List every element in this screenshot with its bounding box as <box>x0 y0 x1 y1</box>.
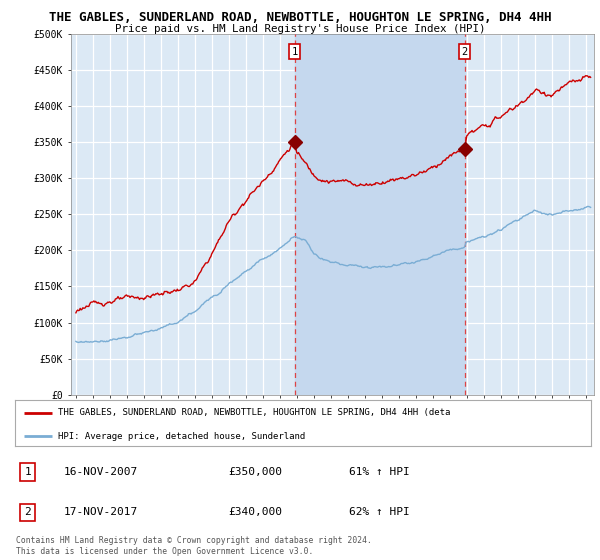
Text: 2: 2 <box>24 507 31 517</box>
Text: 1: 1 <box>292 46 298 57</box>
Text: Price paid vs. HM Land Registry's House Price Index (HPI): Price paid vs. HM Land Registry's House … <box>115 24 485 34</box>
Text: 62% ↑ HPI: 62% ↑ HPI <box>349 507 410 517</box>
Text: THE GABLES, SUNDERLAND ROAD, NEWBOTTLE, HOUGHTON LE SPRING, DH4 4HH (deta: THE GABLES, SUNDERLAND ROAD, NEWBOTTLE, … <box>58 408 451 417</box>
Text: THE GABLES, SUNDERLAND ROAD, NEWBOTTLE, HOUGHTON LE SPRING, DH4 4HH: THE GABLES, SUNDERLAND ROAD, NEWBOTTLE, … <box>49 11 551 24</box>
Text: 16-NOV-2007: 16-NOV-2007 <box>64 467 138 477</box>
Text: 17-NOV-2017: 17-NOV-2017 <box>64 507 138 517</box>
Text: HPI: Average price, detached house, Sunderland: HPI: Average price, detached house, Sund… <box>58 432 305 441</box>
Text: £350,000: £350,000 <box>228 467 282 477</box>
Text: £340,000: £340,000 <box>228 507 282 517</box>
Text: 61% ↑ HPI: 61% ↑ HPI <box>349 467 410 477</box>
Text: 1: 1 <box>24 467 31 477</box>
Bar <box>295 34 464 395</box>
Text: Contains HM Land Registry data © Crown copyright and database right 2024.
This d: Contains HM Land Registry data © Crown c… <box>16 536 372 556</box>
Text: 2: 2 <box>461 46 467 57</box>
